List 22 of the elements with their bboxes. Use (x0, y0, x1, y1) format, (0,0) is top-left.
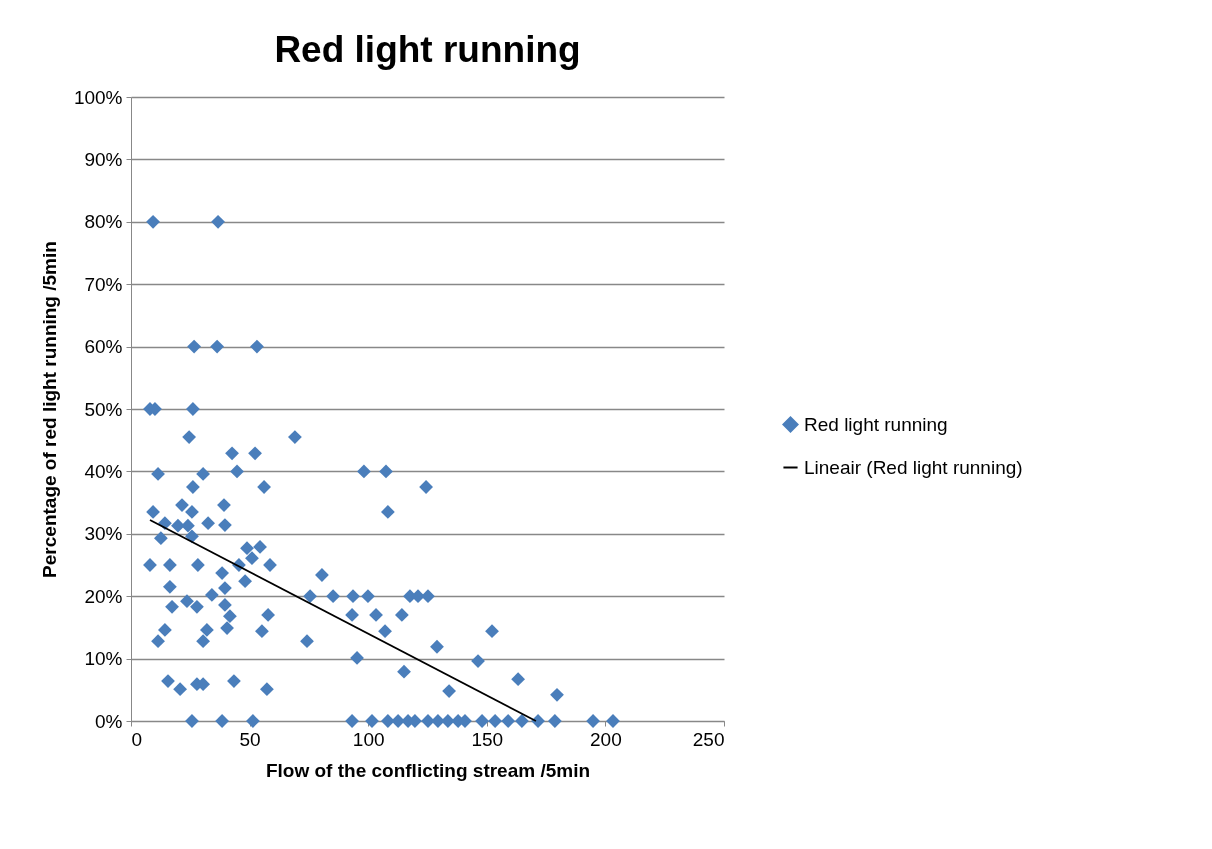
y-tick-label: 100% (73, 86, 123, 108)
chart-title: Red light running (274, 29, 581, 70)
x-tick-label: 150 (471, 728, 504, 750)
y-axis-title: Percentage of red light running /5min (38, 241, 60, 578)
y-tick-label: 80% (84, 211, 123, 233)
y-tick-label: 50% (84, 398, 123, 420)
legend-label: Lineair (Red light running) (804, 456, 1023, 478)
y-tick-label: 30% (84, 523, 123, 545)
x-axis-title: Flow of the conflicting stream /5min (265, 759, 591, 781)
y-tick-label: 20% (84, 585, 123, 607)
y-tick-label: 70% (84, 273, 123, 295)
x-tick-label: 50 (239, 728, 261, 750)
x-tick-label: 0 (131, 728, 143, 750)
y-tick-label: 40% (84, 460, 123, 482)
y-tick-label: 60% (84, 336, 123, 358)
y-tick-label: 90% (84, 148, 123, 170)
x-tick-label: 200 (590, 728, 622, 750)
y-tick-label: 10% (84, 648, 123, 670)
legend-label: Red light running (804, 413, 948, 435)
y-tick-label: 0% (95, 710, 123, 732)
x-tick-label: 100 (352, 728, 385, 750)
x-tick-label: 250 (692, 728, 725, 750)
